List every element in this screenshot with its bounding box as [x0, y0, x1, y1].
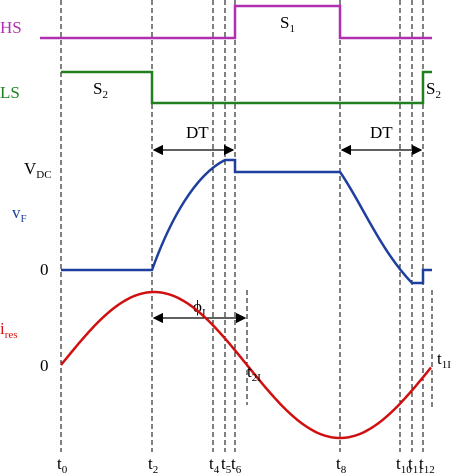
s2-label: S2 [426, 79, 441, 101]
label-sub: 5 [226, 464, 232, 474]
label-sub: 6 [236, 464, 242, 474]
ls-label: LS [0, 83, 20, 102]
label-sub: 0 [62, 464, 68, 474]
ires-waveform [60, 290, 432, 440]
vf-zero: 0 [40, 260, 49, 279]
time-label: t4 [209, 454, 220, 474]
dt-label: DT [370, 123, 393, 142]
label-sub: 1 [289, 23, 295, 35]
label-main: t [396, 454, 401, 473]
label-main: t [419, 454, 424, 473]
time-label: t6 [231, 454, 242, 474]
label-main: t [231, 454, 236, 473]
ires-label: ires [0, 319, 18, 341]
label-main: t [336, 454, 341, 473]
label-sub: 2 [435, 89, 441, 101]
label-sub: 10 [401, 464, 413, 474]
label-main: ϕ [193, 297, 202, 316]
vdc-label: VDC [24, 159, 52, 181]
label-sub: 2I [252, 372, 262, 384]
dt-label: DT [186, 123, 209, 142]
time-label: t12 [419, 454, 435, 474]
time-label: t2 [148, 454, 158, 474]
label-main: t [437, 349, 442, 368]
label-sub: 1I [442, 359, 452, 371]
label-sub: 4 [214, 464, 220, 474]
vf-label: vF [12, 203, 27, 225]
ires-zero: 0 [40, 356, 49, 375]
s1-label: S1 [280, 13, 295, 35]
label-sub: I [202, 307, 206, 319]
label-main: t [148, 454, 153, 473]
time-label: t8 [336, 454, 347, 474]
label-sub: res [5, 329, 18, 341]
t2i-label: t2I [247, 362, 261, 384]
phase-label: ϕI [193, 297, 206, 319]
t1i-label: t1I [437, 349, 451, 371]
label-sub: 12 [424, 464, 435, 474]
label-main: i [0, 319, 5, 338]
time-gridlines [60, 0, 424, 452]
label-sub: 2 [153, 464, 159, 474]
vf-waveform [61, 158, 432, 285]
time-label: t10 [396, 454, 412, 474]
hs-label: HS [0, 18, 22, 37]
s2-label: S2 [93, 79, 108, 101]
label-sub: F [21, 213, 27, 225]
label-main: S [280, 13, 289, 32]
label-sub: DC [36, 169, 51, 181]
label-main: t [408, 454, 413, 473]
label-sub: 8 [341, 464, 347, 474]
label-main: v [12, 203, 21, 222]
label-sub: 2 [102, 89, 108, 101]
label-main: V [24, 159, 37, 178]
ls-waveform [61, 70, 432, 105]
time-label: t5 [221, 454, 232, 474]
time-label: t11 [408, 454, 423, 474]
label-main: t [209, 454, 214, 473]
time-label: t0 [57, 454, 68, 474]
label-main: t [57, 454, 62, 473]
label-main: t [247, 362, 252, 381]
label-main: t [221, 454, 226, 473]
label-sub: 11 [413, 464, 424, 474]
label-main: S [93, 79, 102, 98]
hs-waveform [40, 4, 432, 40]
label-main: S [426, 79, 435, 98]
